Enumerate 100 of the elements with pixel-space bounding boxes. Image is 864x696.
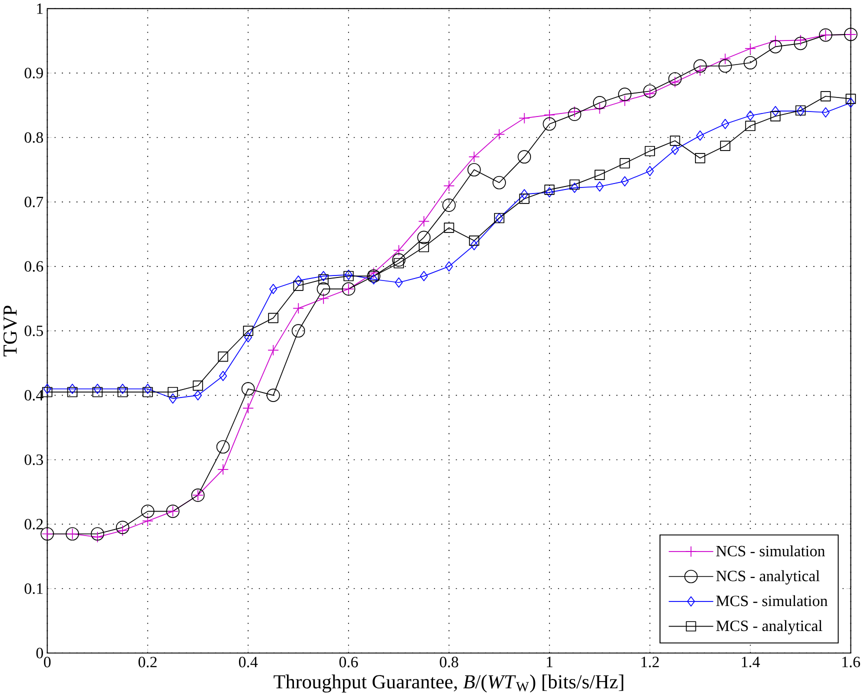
point [142,515,154,527]
x-tick-label: 1.4 [742,656,760,668]
point [216,440,230,454]
point [720,53,731,65]
point [770,111,781,122]
point [266,388,280,402]
y-tick-label: 0.3 [24,454,43,466]
point [468,151,480,162]
point [570,182,578,193]
point [846,94,856,104]
point [292,302,304,314]
point [620,176,629,186]
point [293,280,304,291]
x-tick-label: 0.2 [138,656,157,668]
legend-label: NCS - analytical [716,570,820,584]
point [720,140,730,151]
point [67,386,78,398]
point [269,284,278,294]
y-tick-label: 1 [37,3,43,14]
x-tick-label: 1.2 [641,656,659,668]
point [771,106,780,116]
point [594,170,605,180]
point [770,35,782,46]
x-tick-label: 0.4 [238,656,258,668]
y-tick-label: 0.5 [24,326,43,336]
x-tick-label: 0.8 [440,656,458,668]
point [768,40,782,54]
point [694,153,706,164]
point [569,179,580,190]
point [696,130,704,141]
point [643,84,657,98]
point [168,393,177,404]
point [619,95,630,106]
point [294,275,302,286]
point [168,386,178,398]
point [442,198,456,212]
point [394,277,403,288]
point [694,64,706,76]
point [444,222,454,233]
y-tick-label: 0.9 [24,68,43,78]
point [116,524,128,536]
point [418,216,430,227]
x-axis-title: Throughput Guarantee, B/(WT$_{W}$) [bits/s/Hz] [274,674,624,693]
point [494,128,505,140]
y-tick-label: 0.1 [24,583,43,594]
point [445,261,453,272]
point [393,244,404,256]
point [469,236,480,246]
point [693,59,707,73]
point [670,136,680,146]
point [43,384,52,394]
point [669,76,681,88]
point [671,144,679,155]
point [241,382,255,396]
point [646,166,654,176]
point [546,187,554,198]
point [219,370,227,382]
point [518,150,532,164]
y-tick-label: 0.4 [24,390,44,401]
point [116,520,130,534]
point [568,106,580,118]
x-tick-label: 0.6 [339,656,358,668]
y-axis-title: TGVP [3,306,17,356]
point [292,324,306,338]
point [718,59,732,73]
point [592,96,606,110]
point [744,42,756,54]
point [392,253,406,267]
y-tick-label: 0.2 [24,518,43,530]
point [142,386,153,398]
point [92,531,104,543]
point [470,240,478,250]
point [822,107,830,118]
x-tick-label: 1 [546,656,552,668]
y-tick-label: 0.8 [24,132,43,143]
point [668,72,682,86]
point [268,344,279,356]
point [568,108,582,121]
point [92,386,103,398]
y-tick-label: 0 [36,648,43,658]
point [492,176,506,190]
legend-label: MCS - analytical [716,620,822,634]
point [194,390,202,400]
point [141,504,154,518]
point [618,88,632,101]
point [420,270,428,282]
point [118,384,127,394]
point [94,384,102,394]
point [519,194,530,204]
point [721,118,730,130]
point [518,112,530,124]
point [644,146,655,156]
point [316,282,330,296]
point [217,464,229,476]
point [620,158,630,168]
point [242,402,254,414]
point [594,102,606,114]
legend-label: MCS - simulation [716,595,828,606]
point [417,230,431,244]
y-tick-label: 0.6 [24,261,44,272]
